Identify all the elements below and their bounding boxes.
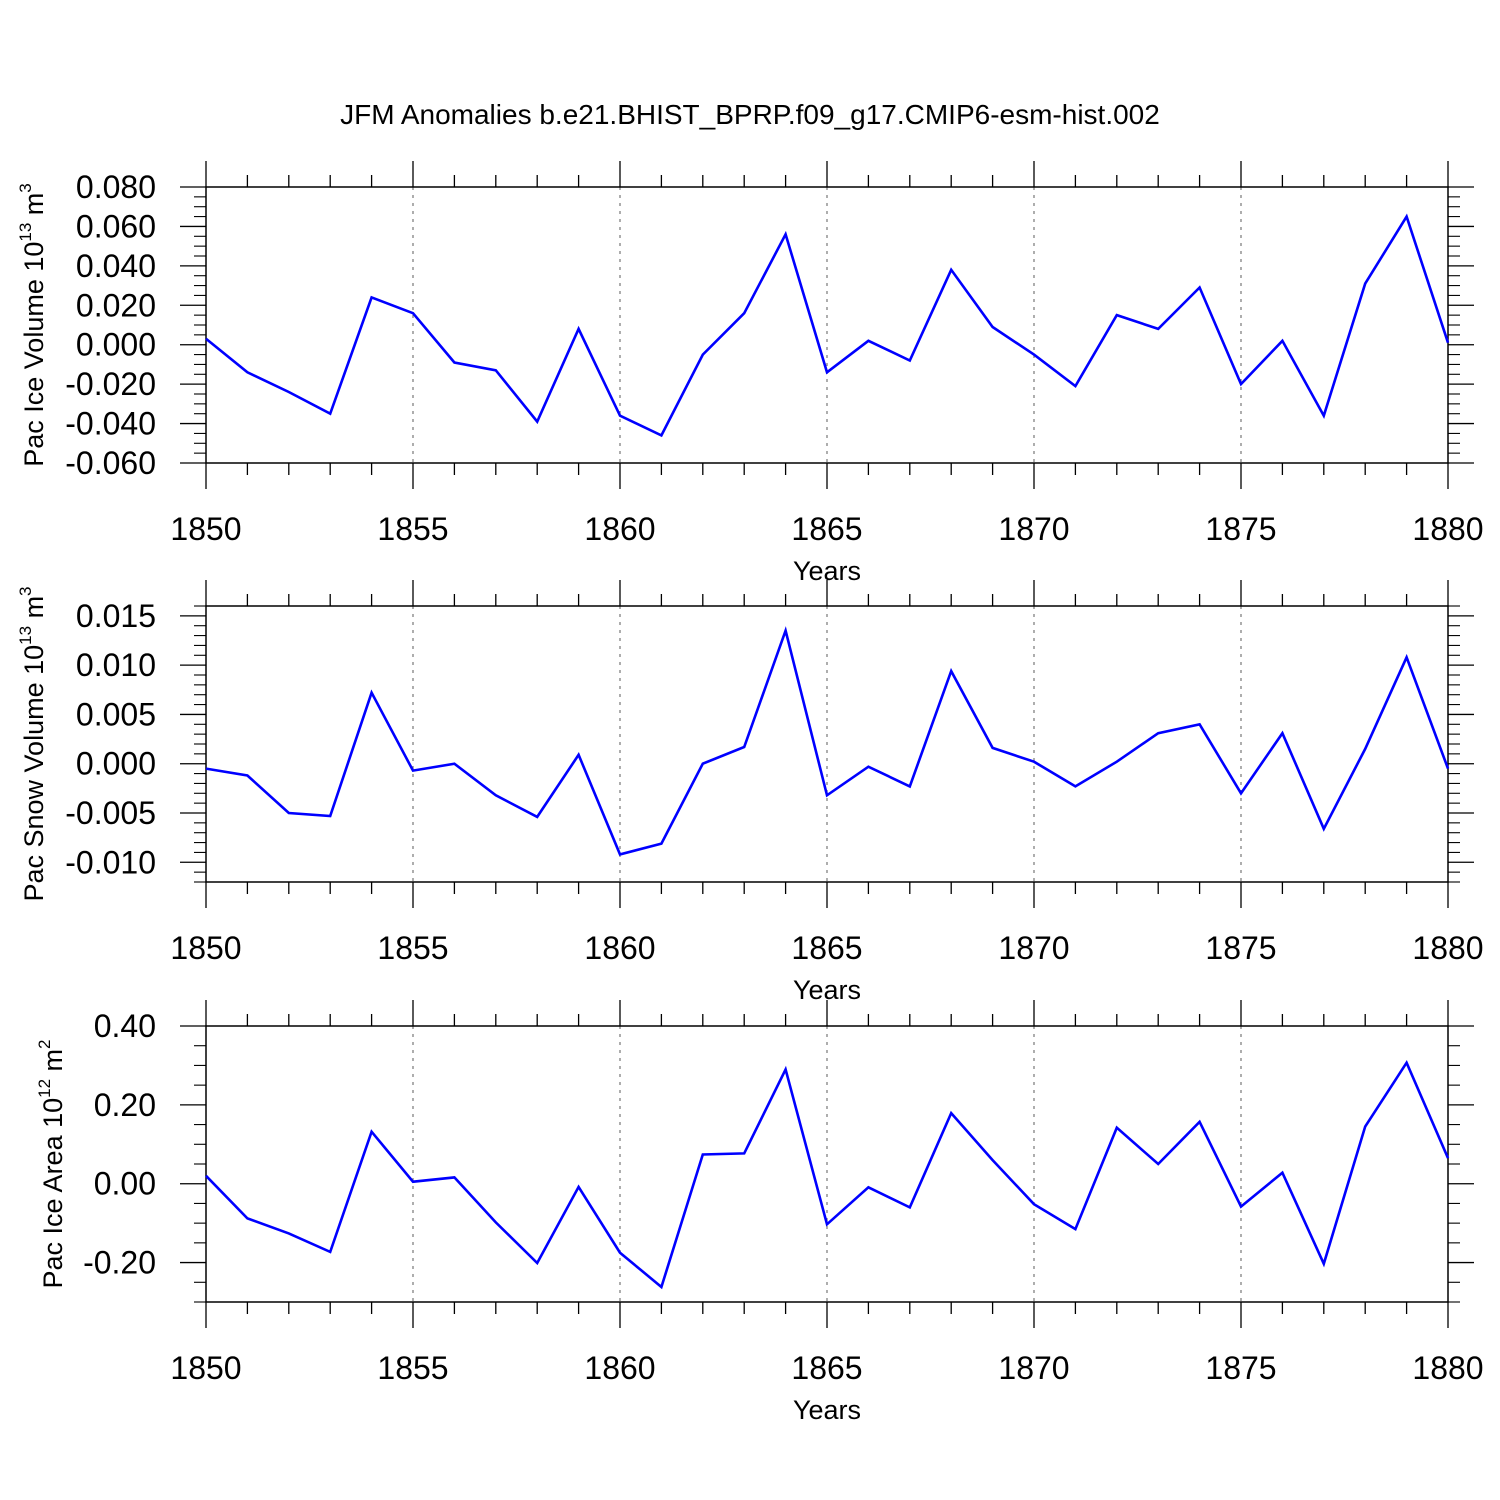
y-tick-label: 0.40	[94, 1008, 156, 1044]
x-tick-label: 1865	[791, 511, 862, 547]
x-tick-label: 1855	[377, 511, 448, 547]
x-tick-label: 1850	[170, 511, 241, 547]
y-tick-label: 0.080	[76, 169, 156, 205]
series-line	[205, 626, 1450, 856]
x-tick-label: 1880	[1412, 930, 1483, 966]
x-tick-label: 1860	[584, 930, 655, 966]
y-tick-label: 0.020	[76, 287, 156, 323]
x-tick-label: 1865	[791, 930, 862, 966]
y-tick-label: 0.040	[76, 248, 156, 284]
y-tick-label: 0.20	[94, 1087, 156, 1123]
y-tick-label: 0.000	[76, 327, 156, 363]
x-tick-label: 1875	[1205, 1350, 1276, 1386]
x-tick-label: 1875	[1205, 930, 1276, 966]
figure-title: JFM Anomalies b.e21.BHIST_BPRP.f09_g17.C…	[340, 99, 1160, 130]
x-tick-label: 1875	[1205, 511, 1276, 547]
series-line	[205, 213, 1450, 438]
x-tick-label: 1865	[791, 1350, 862, 1386]
y-tick-label: -0.20	[83, 1245, 156, 1281]
y-axis-label: Pac Ice Area 1012 m2	[35, 1039, 68, 1288]
x-tick-label: 1870	[998, 1350, 1069, 1386]
x-tick-label: 1860	[584, 1350, 655, 1386]
x-tick-label: 1870	[998, 511, 1069, 547]
y-tick-label: 0.060	[76, 208, 156, 244]
panels: -0.060-0.040-0.0200.0000.0200.0400.0600.…	[16, 161, 1484, 1425]
x-tick-label: 1855	[377, 1350, 448, 1386]
x-tick-label: 1850	[170, 930, 241, 966]
x-axis-label: Years	[793, 1395, 861, 1425]
panel-3: -0.20 0.00 0.20 0.40 1850 1855 1860 1865 1870 187…	[35, 1000, 1484, 1425]
y-tick-label: 0.015	[76, 598, 156, 634]
y-tick-label: -0.040	[65, 406, 156, 442]
panel-2: -0.010 -0.005 0.000 0.005 0.010 0.015 1850 1855…	[16, 580, 1484, 1005]
x-tick-label: 1880	[1412, 511, 1483, 547]
y-tick-label: -0.005	[65, 795, 156, 831]
y-tick-label: 0.000	[76, 746, 156, 782]
y-tick-label: 0.010	[76, 647, 156, 683]
y-tick-label: -0.010	[65, 844, 156, 880]
y-tick-label: -0.020	[65, 366, 156, 402]
series-line	[205, 1059, 1450, 1290]
y-tick-label: 0.00	[94, 1166, 156, 1202]
x-tick-label: 1850	[170, 1350, 241, 1386]
y-tick-label: -0.060	[65, 445, 156, 481]
y-axis-label: Pac Snow Volume 1013 m3	[16, 586, 49, 901]
y-axis-label: Pac Ice Volume 1013 m3	[16, 183, 49, 467]
x-tick-label: 1880	[1412, 1350, 1483, 1386]
x-tick-label: 1855	[377, 930, 448, 966]
y-tick-label: 0.005	[76, 696, 156, 732]
x-tick-label: 1870	[998, 930, 1069, 966]
x-tick-label: 1860	[584, 511, 655, 547]
